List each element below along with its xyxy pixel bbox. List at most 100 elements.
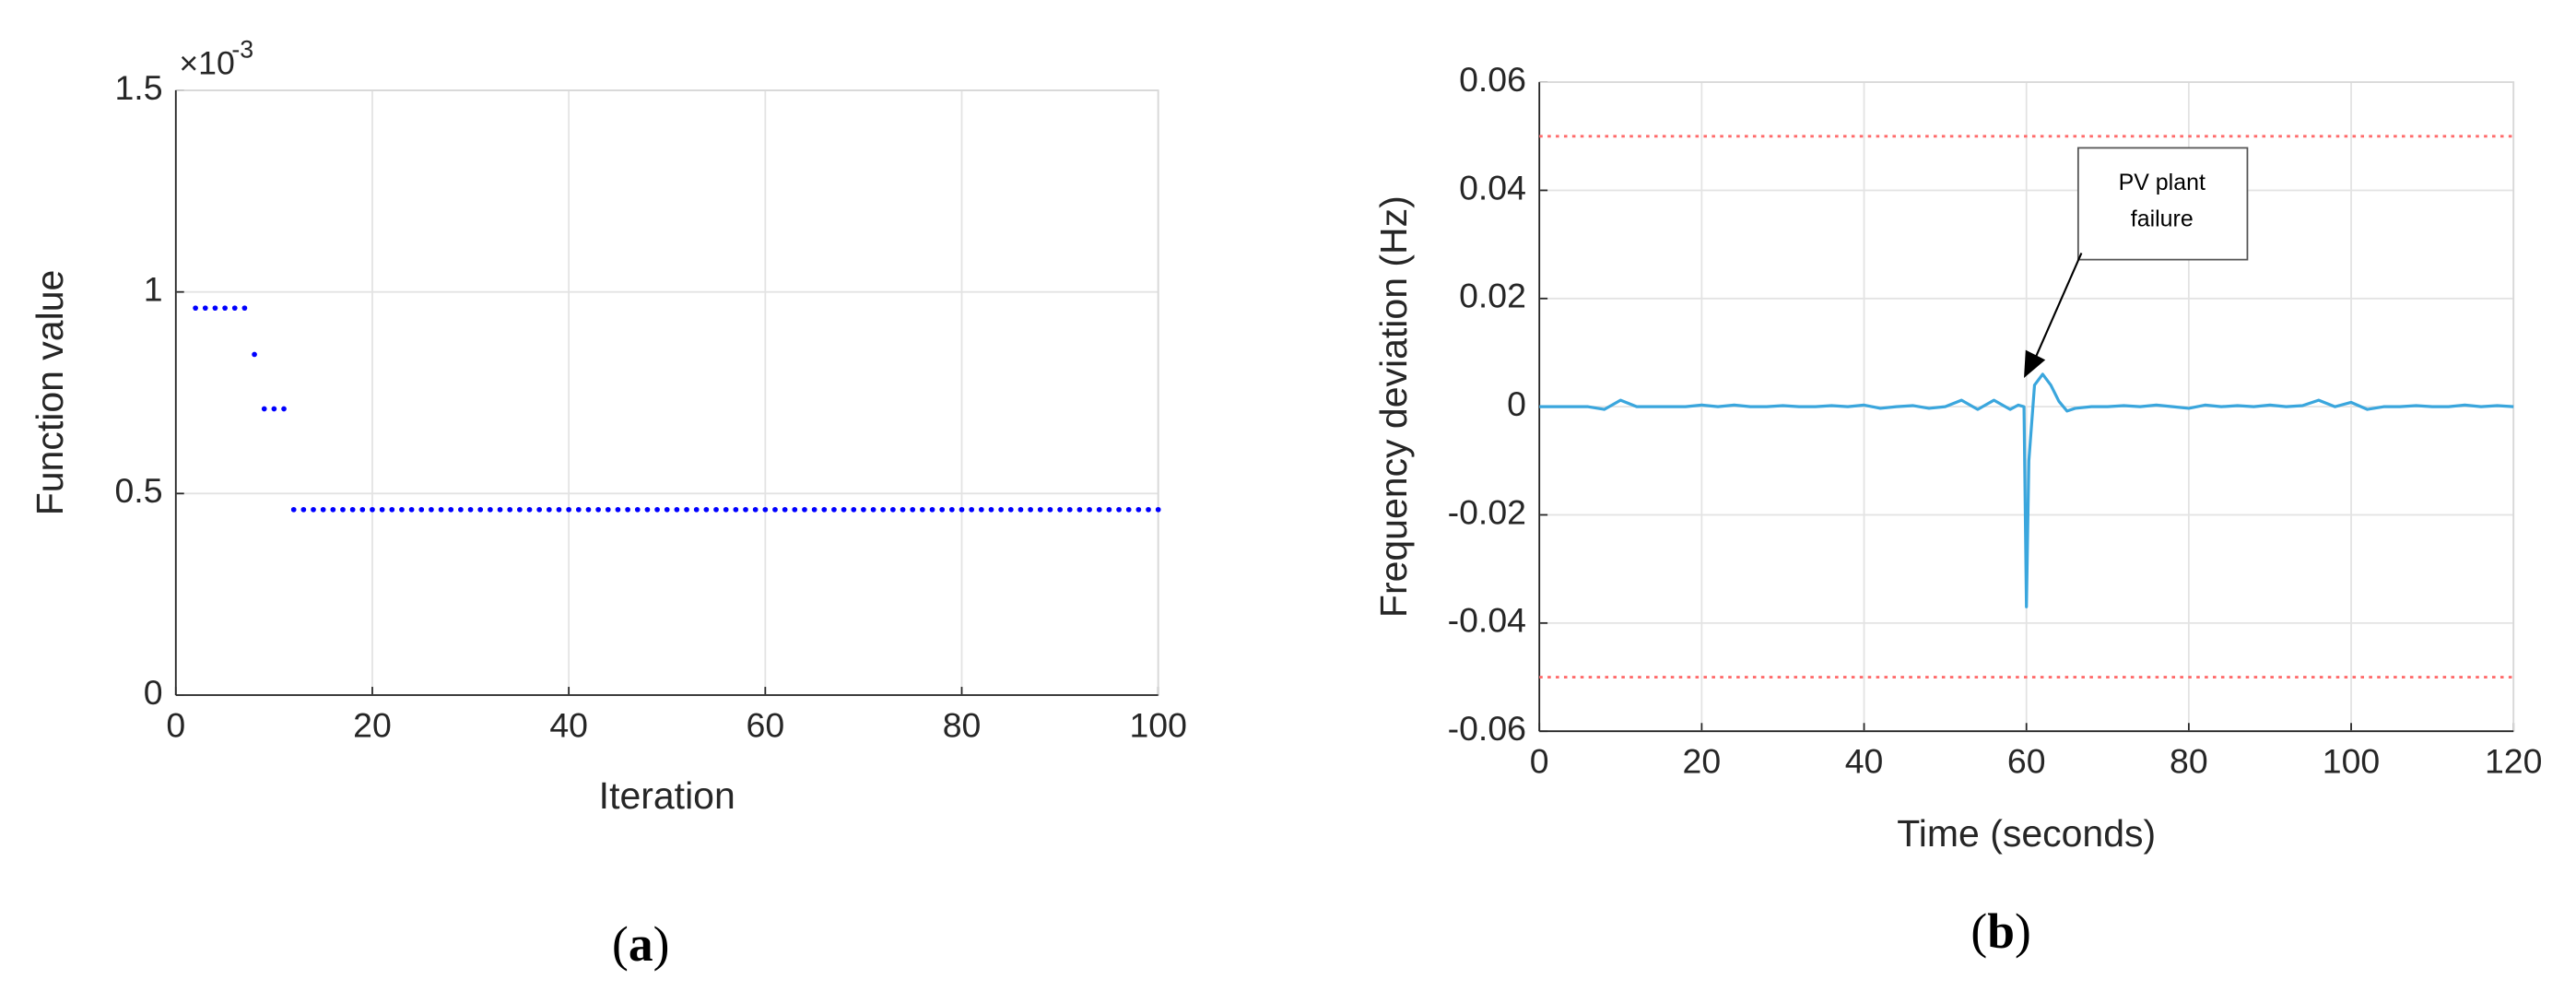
point [978,506,984,513]
point [929,506,935,513]
point [802,506,807,513]
point [389,506,395,513]
point [1076,506,1083,513]
point [703,506,710,513]
point [841,506,847,513]
point [330,506,336,513]
point [349,506,356,513]
point [438,506,444,513]
caption-letter: b [1987,903,2015,959]
y-axis-label: Function value [29,270,71,516]
point [762,506,769,513]
point [625,506,630,513]
point [831,506,837,513]
point [615,506,621,513]
panel-caption: (a) [612,917,669,973]
point [585,506,592,513]
point [488,506,493,513]
point [939,506,946,513]
y-tick-label: 0.06 [1459,60,1526,99]
x-tick-label: 40 [549,706,588,745]
y-tick-label: 0.04 [1459,168,1526,206]
point [448,506,454,513]
annotation-text: failure [2131,206,2194,231]
point [733,506,739,513]
y-tick-label: -0.02 [1448,492,1526,531]
point [743,506,748,513]
point [408,506,415,513]
point [851,506,857,513]
x-tick-label: 20 [1683,742,1722,781]
point [664,506,670,513]
x-tick-label: 40 [1845,742,1884,781]
y-multiplier-exponent: -3 [231,35,253,63]
point [1028,506,1033,513]
point [261,406,267,412]
point [890,506,896,513]
point [467,506,474,513]
point [948,506,955,513]
caption-paren: ( [1970,903,1987,959]
point [379,506,385,513]
caption-paren: ) [653,917,670,973]
point [821,506,828,513]
point [723,506,729,513]
y-tick-label: 0 [144,673,163,712]
point [1017,506,1024,513]
annotation-box [2076,147,2249,261]
point [290,506,297,513]
point [1135,506,1142,513]
x-tick-label: 60 [2007,742,2046,781]
point [811,506,817,513]
point [684,506,689,513]
point [654,506,660,513]
point [507,506,513,513]
annotation-arrow [2032,253,2083,362]
y-tick-label: 0.02 [1459,277,1526,315]
point [752,506,759,513]
point [910,506,916,513]
y-tick-label: -0.04 [1448,601,1526,640]
point [900,506,906,513]
point [271,406,277,412]
point [536,506,543,513]
point [429,506,434,513]
point [1125,506,1132,513]
point [782,506,788,513]
y-tick-label: 0.5 [114,471,162,510]
point [399,506,405,513]
point [1066,506,1073,513]
point [252,351,257,358]
plot-area [175,90,1159,695]
x-tick-label: 0 [1530,742,1549,781]
y-axis-label: Frequency deviation (Hz) [1372,195,1415,618]
x-tick-label: 100 [1129,706,1186,745]
point [772,506,778,513]
point [1047,506,1053,513]
point [988,506,994,513]
point [556,506,562,513]
panel-caption: (b) [1970,903,2030,959]
point [281,406,287,412]
annotation-text: PV plant [2119,170,2205,195]
point [880,506,887,513]
point [792,506,798,513]
point [959,506,965,513]
point [1106,506,1112,513]
line-series [1539,372,2514,608]
point [1096,506,1102,513]
point [566,506,572,513]
point [1116,506,1122,513]
x-tick-label: 120 [2485,742,2542,781]
x-tick-label: 100 [2323,742,2380,781]
x-tick-label: 0 [166,706,185,745]
point [713,506,719,513]
point [644,506,651,513]
y-multiplier: ×10 [179,45,234,82]
point [241,305,248,312]
point [546,506,552,513]
point [458,506,464,513]
point [231,305,238,312]
point [193,305,198,312]
